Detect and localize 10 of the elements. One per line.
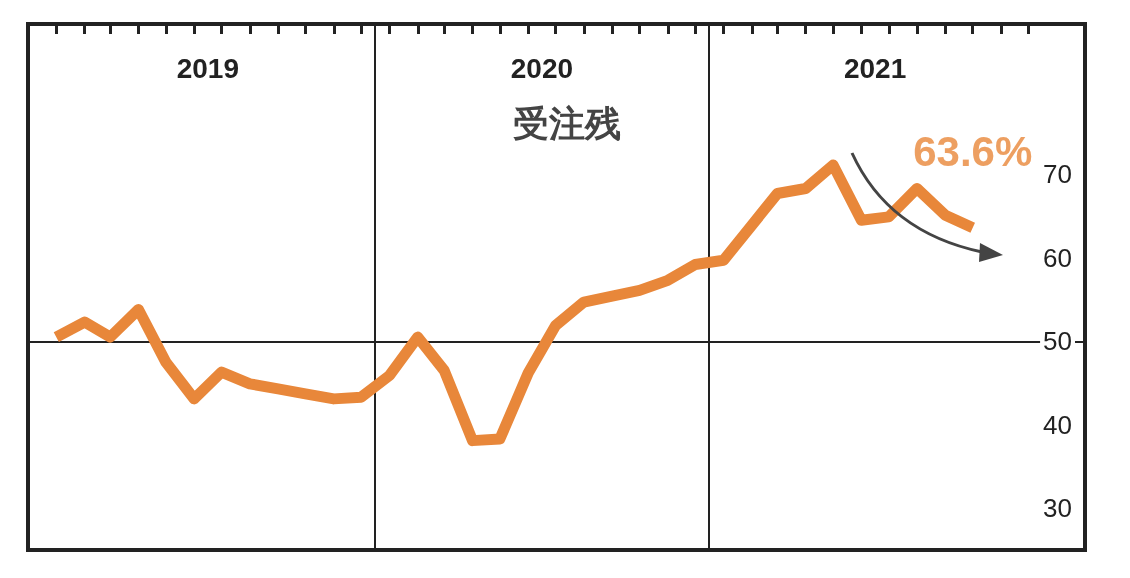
y-tick-label: 40 <box>1043 409 1072 440</box>
y-tick-label: 50 <box>1043 326 1072 357</box>
y-tick-label: 60 <box>1043 242 1072 273</box>
x-tick-label: 2020 <box>510 52 574 84</box>
x-tick-label: 2021 <box>843 52 907 84</box>
text: 受注残 <box>513 102 621 144</box>
y-tick-label: 30 <box>1043 493 1072 524</box>
annotation: 63.6% <box>913 128 1033 176</box>
y-tick-label: 70 <box>1043 159 1072 190</box>
x-tick-label: 2019 <box>176 52 239 84</box>
